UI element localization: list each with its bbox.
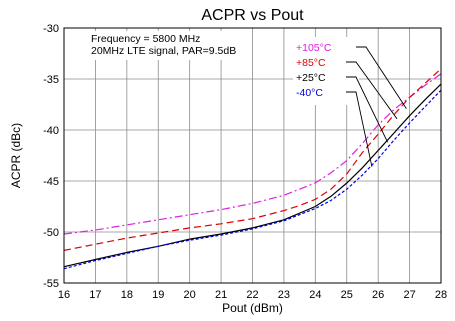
x-tick-label: 19: [152, 289, 164, 301]
y-axis-label: ACPR (dBc): [9, 123, 23, 188]
grid: [64, 28, 441, 283]
x-tick-label: 24: [309, 289, 321, 301]
legend-leader-3: [346, 91, 373, 167]
legend: +105°C +85°C +25°C -40°C: [293, 37, 407, 167]
y-tick-label: -50: [43, 227, 59, 239]
annotation-text: Frequency = 5800 MHz: [91, 33, 200, 45]
y-tick-label: -40: [43, 125, 59, 137]
series-line-1: [63, 68, 442, 251]
legend-leader-2: [346, 76, 389, 143]
annotation-bg: [88, 31, 247, 60]
chart-title: ACPR vs Pout: [201, 7, 304, 24]
legend-entry-2: +25°C: [296, 72, 326, 84]
x-tick-label: 27: [403, 289, 415, 301]
x-tick-label: 28: [435, 289, 447, 301]
plot-frame: [63, 27, 442, 284]
legend-entry-3: -40°C: [296, 87, 323, 99]
x-axis-label: Pout (dBm): [222, 301, 283, 315]
x-tick-label: 26: [372, 289, 384, 301]
legend-entry-0: +105°C: [296, 42, 332, 54]
legend-bg: [293, 37, 359, 105]
legend-leader-1: [346, 61, 398, 120]
x-tick-label: 17: [89, 289, 101, 301]
tick-labels: 16 17 18 19 20 21 22 23 24 25 26 27 28 -30 -35 -40 -45 -5…: [43, 23, 447, 301]
x-tick-label: 16: [58, 289, 70, 301]
series-line-3: [63, 89, 442, 270]
x-tick-label: 23: [278, 289, 290, 301]
x-tick-label: 25: [341, 289, 353, 301]
y-tick-label: -30: [43, 23, 59, 35]
legend-entry-1: +85°C: [296, 57, 326, 69]
annotation-text: 20MHz LTE signal, PAR=9.5dB: [91, 45, 236, 57]
x-tick-label: 21: [215, 289, 227, 301]
x-tick-label: 22: [246, 289, 258, 301]
x-tick-label: 20: [184, 289, 196, 301]
x-tick-label: 18: [121, 289, 133, 301]
series-layer: [63, 68, 442, 270]
y-tick-label: -45: [43, 176, 59, 188]
y-tick-label: -55: [43, 278, 59, 290]
series-line-0: [63, 73, 442, 235]
y-tick-label: -35: [43, 74, 59, 86]
legend-leader-0: [356, 46, 407, 109]
